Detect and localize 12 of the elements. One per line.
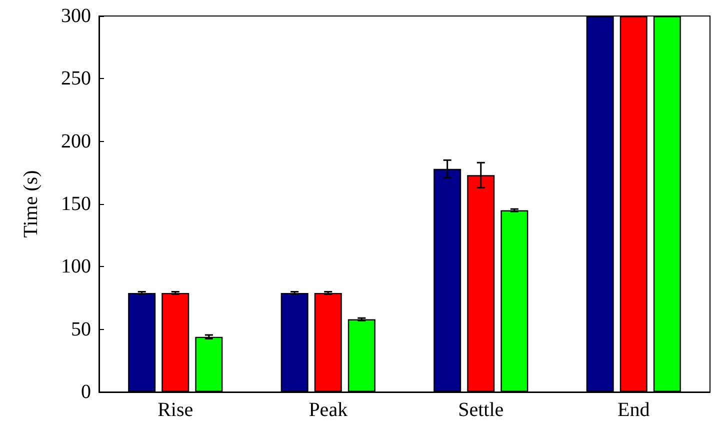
x-tick-label: End	[618, 399, 650, 421]
x-tick-label: Settle	[458, 399, 504, 421]
y-tick-label: 0	[81, 381, 91, 403]
y-axis-title: Time (s)	[20, 170, 42, 238]
y-tick-label: 250	[61, 68, 91, 90]
x-tick-label: Peak	[308, 399, 348, 421]
y-tick-label: 100	[61, 256, 91, 278]
y-tick-label: 200	[61, 130, 91, 152]
y-tick-label: 300	[61, 5, 91, 27]
x-tick-label: Rise	[158, 399, 194, 421]
y-tick-label: 150	[61, 193, 91, 215]
y-tick-label: 50	[71, 318, 91, 340]
